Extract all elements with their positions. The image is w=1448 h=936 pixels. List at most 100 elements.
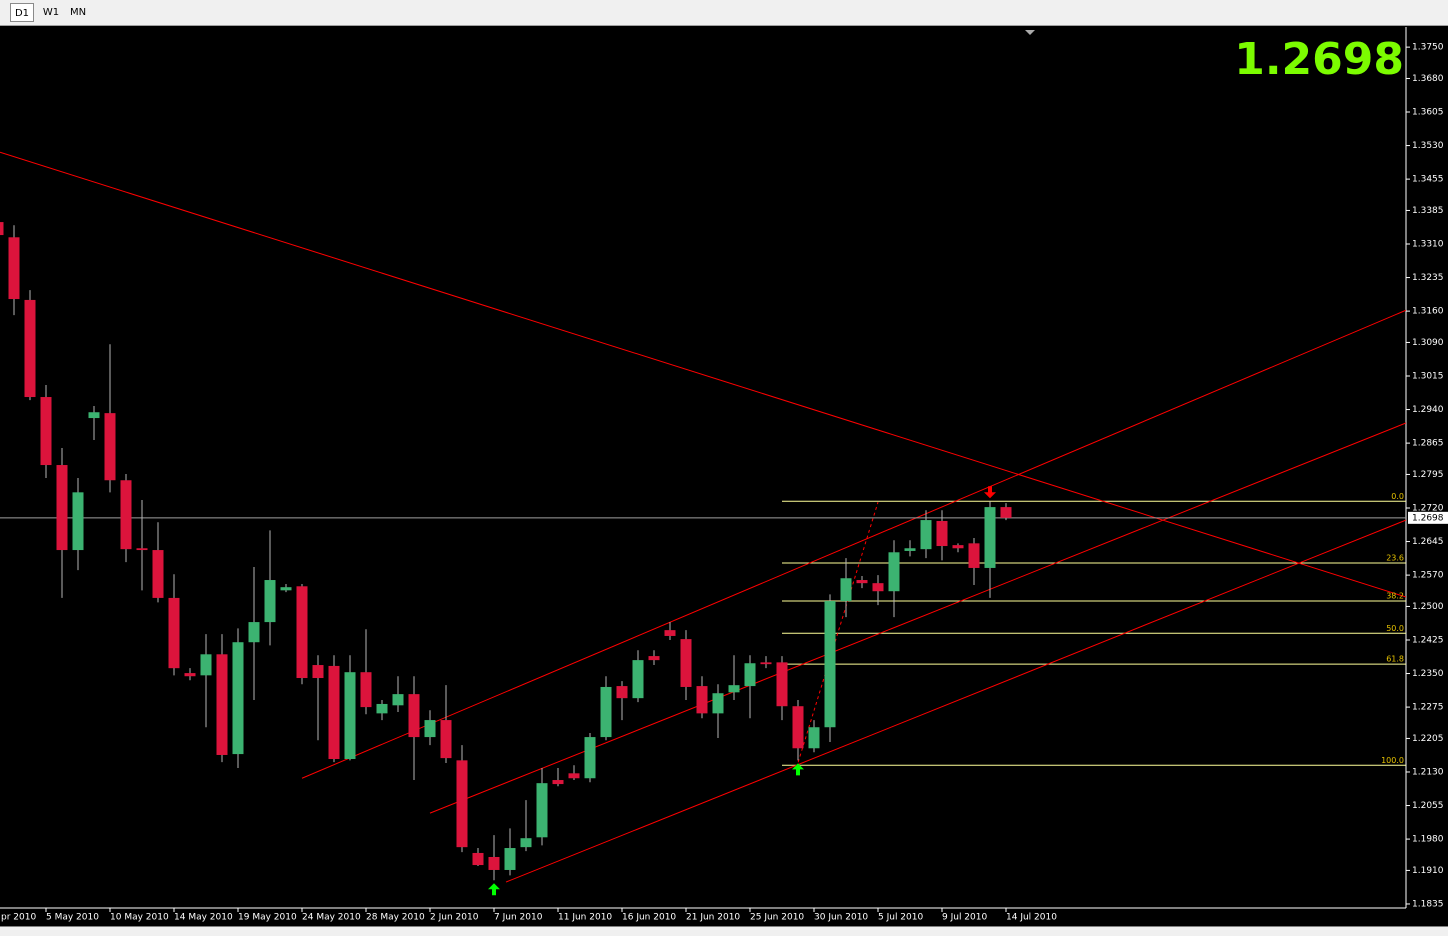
x-tick-label: 19 May 2010 xyxy=(238,913,297,923)
candle-body xyxy=(808,727,820,749)
y-tick-label: 1.1835 xyxy=(1412,899,1444,909)
y-tick-label: 1.3310 xyxy=(1412,240,1444,250)
x-tick-label: pr 2010 xyxy=(1,913,36,923)
trendline xyxy=(505,519,1406,883)
timeframe-button[interactable]: W1 xyxy=(42,7,60,18)
candle-body xyxy=(88,412,100,419)
candle-body xyxy=(136,548,148,551)
candle-body xyxy=(248,622,260,643)
candle-body xyxy=(728,685,740,693)
x-tick-label: 28 May 2010 xyxy=(366,913,425,923)
candle-body xyxy=(920,520,932,550)
candle-body xyxy=(264,580,276,623)
x-tick-label: 14 Jul 2010 xyxy=(1006,913,1057,923)
fib-label: 23.6 xyxy=(1386,554,1404,563)
y-tick-label: 1.3160 xyxy=(1412,307,1444,317)
candle-body xyxy=(488,856,500,870)
x-tick-label: 5 May 2010 xyxy=(46,913,99,923)
candle-body xyxy=(936,520,948,547)
candle-body xyxy=(216,654,228,755)
candle-body xyxy=(376,703,388,714)
signal-arrow xyxy=(488,883,500,896)
y-tick-label: 1.3680 xyxy=(1412,74,1444,84)
candle-body xyxy=(8,237,20,300)
fib-label: 61.8 xyxy=(1386,655,1404,664)
candle-body xyxy=(568,773,580,779)
candle-body xyxy=(776,662,788,707)
y-tick-label: 1.2205 xyxy=(1412,734,1444,744)
y-tick-label: 1.3455 xyxy=(1412,175,1444,185)
candle-body xyxy=(328,665,340,760)
y-tick-label: 1.2865 xyxy=(1412,439,1444,449)
candle-body xyxy=(888,552,900,592)
x-tick-label: 9 Jul 2010 xyxy=(942,913,987,923)
fib-label: 100.0 xyxy=(1381,756,1404,765)
x-tick-label: 14 May 2010 xyxy=(174,913,233,923)
candle-body xyxy=(984,507,996,568)
x-tick-label: 16 Jun 2010 xyxy=(622,913,676,923)
y-tick-label: 1.3015 xyxy=(1412,371,1444,381)
candle-body xyxy=(584,737,596,779)
candle-body xyxy=(168,597,180,669)
y-tick-label: 1.3090 xyxy=(1412,338,1444,348)
y-tick-label: 1.2570 xyxy=(1412,571,1444,581)
candle-body xyxy=(696,686,708,714)
trendline xyxy=(795,502,879,769)
x-tick-label: 7 Jun 2010 xyxy=(494,913,543,923)
candle-body xyxy=(952,545,964,549)
candle-body xyxy=(520,838,532,848)
signal-arrow xyxy=(792,763,804,776)
candle-body xyxy=(40,397,52,466)
x-tick-label: 5 Jul 2010 xyxy=(878,913,923,923)
candle-body xyxy=(72,492,84,551)
candle-body xyxy=(408,694,420,738)
candle-body xyxy=(712,693,724,714)
candle-body xyxy=(840,578,852,602)
y-tick-label: 1.3235 xyxy=(1412,273,1444,283)
candle-body xyxy=(824,601,836,728)
y-tick-label: 1.2275 xyxy=(1412,703,1444,713)
signal-arrow xyxy=(984,486,996,499)
candle-body xyxy=(744,663,756,687)
toolbar: D1 W1 MN xyxy=(0,0,1448,26)
timeframe-button[interactable]: MN xyxy=(69,7,87,18)
candle-body xyxy=(440,720,452,759)
candle-body xyxy=(152,550,164,598)
candle-body xyxy=(792,706,804,749)
big-price: 1.2698 xyxy=(1234,34,1404,85)
y-tick-label: 1.2055 xyxy=(1412,801,1444,811)
plot-area xyxy=(0,151,1406,896)
candle-body xyxy=(24,299,36,398)
timeframe-button[interactable]: D1 xyxy=(10,3,34,22)
x-tick-label: 24 May 2010 xyxy=(302,913,361,923)
y-tick-label: 1.2720 xyxy=(1412,503,1444,513)
candle-body xyxy=(360,672,372,708)
candle-body xyxy=(600,686,612,738)
candle-body xyxy=(680,639,692,687)
x-tick-label: 21 Jun 2010 xyxy=(686,913,740,923)
price-tag-label: 1.2698 xyxy=(1412,513,1444,523)
candle-body xyxy=(424,720,436,738)
shift-marker[interactable] xyxy=(1025,30,1035,35)
x-tick-label: 30 Jun 2010 xyxy=(814,913,868,923)
candle-body xyxy=(616,686,628,699)
candle-body xyxy=(632,660,644,699)
y-tick-label: 1.3750 xyxy=(1412,43,1444,53)
candle-body xyxy=(664,630,676,636)
chart-background xyxy=(0,27,1448,926)
candle-body xyxy=(296,586,308,679)
y-tick-label: 1.1980 xyxy=(1412,835,1444,845)
y-tick-label: 1.3530 xyxy=(1412,141,1444,151)
y-tick-label: 1.2645 xyxy=(1412,537,1444,547)
y-tick-label: 1.2350 xyxy=(1412,669,1444,679)
candle-body xyxy=(536,783,548,838)
candle-body xyxy=(648,656,660,661)
y-tick-label: 1.2130 xyxy=(1412,767,1444,777)
x-tick-label: 25 Jun 2010 xyxy=(750,913,804,923)
candle-body xyxy=(200,654,212,676)
candle-body xyxy=(552,780,564,785)
x-tick-label: 2 Jun 2010 xyxy=(430,913,479,923)
trendline xyxy=(0,151,1406,598)
